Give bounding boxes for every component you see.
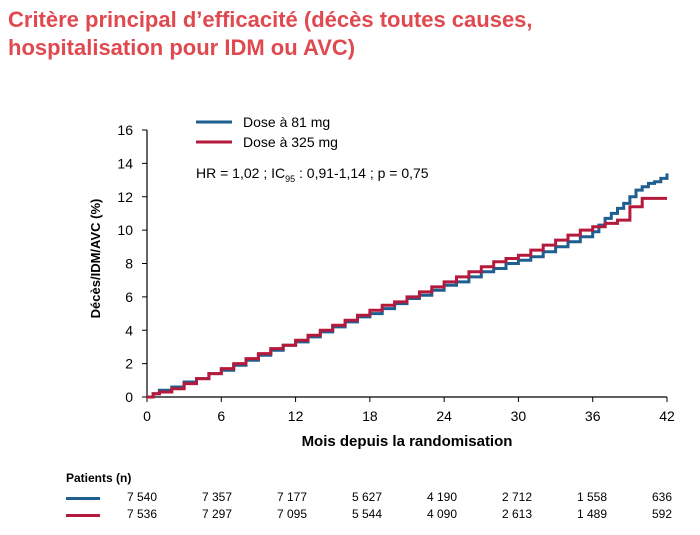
x-tick-label: 18 (362, 408, 378, 424)
x-tick-label: 42 (659, 408, 675, 424)
y-tick-label: 6 (125, 289, 133, 305)
y-tick-label: 8 (125, 256, 133, 272)
patients-row-swatch (66, 497, 100, 500)
patients-row-dose-81mg: 7 540 7 357 7 177 5 627 4 190 2 712 1 558 636 (0, 490, 700, 506)
y-tick-label: 10 (117, 222, 133, 238)
patients-count: 2 712 (501, 490, 532, 504)
y-tick-label: 16 (117, 122, 133, 138)
y-tick-label: 0 (125, 389, 133, 405)
patients-count: 636 (651, 490, 672, 504)
chart-title: Critère principal d’efficacité (décès to… (8, 6, 688, 62)
y-axis-title: Décès/IDM/AVC (%) (88, 199, 103, 319)
x-tick-label: 0 (143, 408, 151, 424)
patients-count: 7 540 (126, 490, 157, 504)
y-tick-label: 12 (117, 189, 133, 205)
patients-count: 5 544 (351, 507, 382, 521)
series-line-dose-325mg (147, 196, 667, 399)
patients-count: 7 095 (276, 507, 307, 521)
x-tick-label: 12 (288, 408, 304, 424)
x-tick-label: 36 (585, 408, 601, 424)
patients-row-swatch (66, 514, 100, 517)
x-tick-label: 30 (511, 408, 527, 424)
chart-title-line-2: hospitalisation pour IDM ou AVC) (8, 35, 356, 60)
y-tick-label: 4 (125, 322, 133, 338)
patients-count: 7 357 (201, 490, 232, 504)
x-tick-label: 24 (436, 408, 452, 424)
series-line-dose-81mg (147, 173, 669, 399)
chart-title-line-1: Critère principal d’efficacité (décès to… (8, 7, 533, 32)
patients-count: 4 190 (426, 490, 457, 504)
patients-count: 1 489 (576, 507, 607, 521)
y-tick-label: 2 (125, 356, 133, 372)
patients-table-title: Patients (n) (66, 471, 132, 485)
legend-label-dose-325mg: Dose à 325 mg (243, 134, 338, 150)
patients-count: 7 536 (126, 507, 157, 521)
patients-count: 4 090 (426, 507, 457, 521)
patients-count: 592 (651, 507, 672, 521)
y-tick-label: 14 (117, 155, 133, 171)
patients-count: 2 613 (501, 507, 532, 521)
x-axis-title: Mois depuis la randomisation (302, 433, 513, 450)
patients-count: 7 177 (276, 490, 307, 504)
patients-count: 7 297 (201, 507, 232, 521)
patients-row-dose-325mg: 7 536 7 297 7 095 5 544 4 090 2 613 1 489 592 (0, 507, 700, 523)
hr-annotation: HR = 1,02 ; IC95 : 0,91-1,14 ; p = 0,75 (196, 165, 429, 184)
patients-count: 1 558 (576, 490, 607, 504)
legend-label-dose-81mg: Dose à 81 mg (243, 114, 330, 130)
patients-count: 5 627 (351, 490, 382, 504)
x-tick-label: 6 (217, 408, 225, 424)
